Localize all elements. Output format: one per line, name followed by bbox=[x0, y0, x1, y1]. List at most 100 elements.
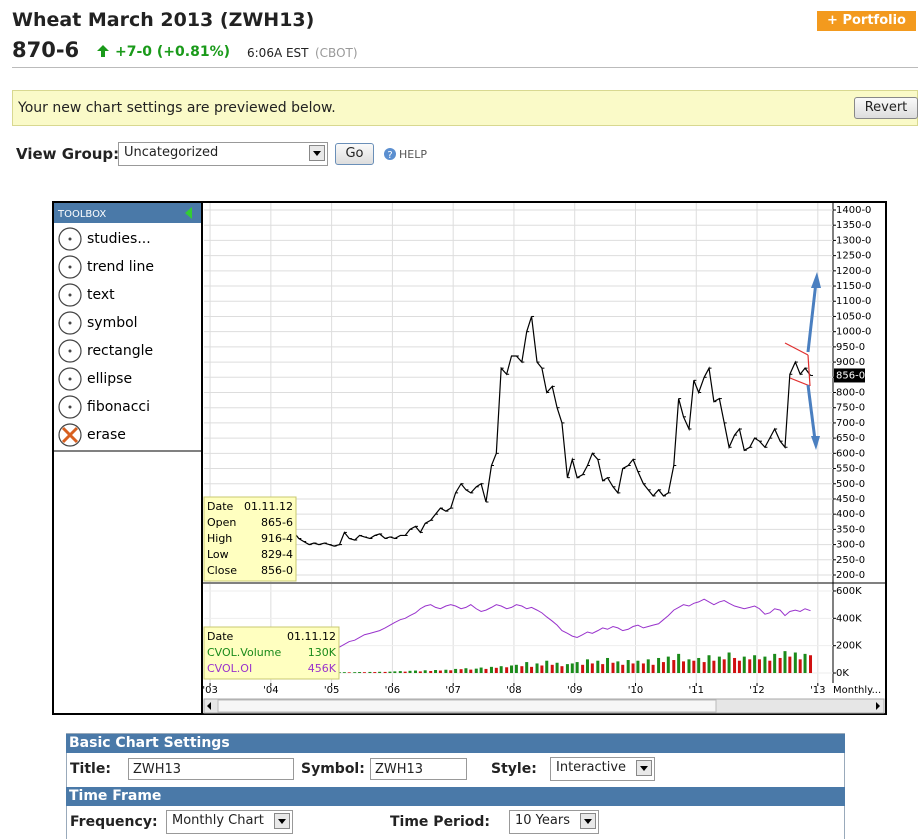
oi-line bbox=[333, 598, 811, 651]
volume-bar bbox=[474, 668, 478, 674]
x-tick-label: '09 bbox=[567, 685, 582, 696]
channel-line bbox=[784, 342, 809, 356]
view-group-select[interactable]: Uncategorized bbox=[118, 142, 328, 166]
tool-item[interactable]: symbol bbox=[87, 315, 138, 331]
volume-bar bbox=[479, 667, 483, 674]
title-input[interactable]: ZWH13 bbox=[128, 758, 294, 780]
y-tick-label: 250-0 bbox=[836, 555, 865, 566]
y-tick-label: 650-0 bbox=[836, 433, 865, 444]
chart: TOOLBOX studies... trend line text symbol re… bbox=[52, 201, 887, 715]
volume-bar bbox=[444, 669, 448, 674]
x-tick-label: '11 bbox=[689, 685, 704, 696]
select-arrow bbox=[309, 145, 325, 161]
volume-bar bbox=[681, 661, 685, 674]
volume-bar bbox=[413, 670, 417, 674]
volume-bar bbox=[687, 659, 691, 674]
scroll-thumb[interactable] bbox=[217, 699, 717, 713]
tooltip-value: 01.11.12 bbox=[244, 500, 293, 513]
portfolio-button[interactable]: + Portfolio bbox=[817, 11, 916, 31]
volume-bar bbox=[803, 653, 807, 674]
arrow bbox=[806, 384, 817, 441]
volume-bar bbox=[378, 671, 382, 674]
tool-item[interactable]: ellipse bbox=[87, 371, 132, 387]
arrow-head bbox=[811, 272, 821, 288]
volume-bar bbox=[596, 660, 600, 674]
toolbox: TOOLBOX studies... trend line text symbol re… bbox=[54, 203, 202, 452]
y-tick-label: 1300-0 bbox=[836, 235, 871, 246]
section-header: Time Frame bbox=[66, 787, 845, 806]
y-tick-label: 600K bbox=[836, 586, 862, 597]
notice-text: Your new chart settings are previewed be… bbox=[18, 100, 336, 116]
tool-item[interactable]: text bbox=[87, 287, 115, 303]
x-tick-label: '12 bbox=[749, 685, 764, 696]
field-label: Title: bbox=[70, 761, 111, 777]
frequency-select[interactable]: Monthly Chart bbox=[166, 810, 293, 834]
symbol-input[interactable]: ZWH13 bbox=[370, 758, 467, 780]
volume-bar bbox=[646, 659, 650, 674]
volume-bar bbox=[737, 660, 741, 674]
help-link[interactable]: HELP bbox=[399, 148, 427, 161]
tooltip-key: Date bbox=[207, 630, 234, 643]
tool-icon-x bbox=[61, 426, 79, 444]
volume-bar bbox=[423, 670, 427, 674]
volume-bar bbox=[611, 662, 615, 674]
scroll-right[interactable] bbox=[876, 702, 880, 710]
style-value: Interactive bbox=[556, 760, 627, 775]
volume-bar bbox=[621, 664, 625, 674]
y-tick-label: 300-0 bbox=[836, 540, 865, 551]
x-tick-label: '05 bbox=[324, 685, 339, 696]
volume-bar bbox=[510, 665, 514, 674]
tool-item[interactable]: rectangle bbox=[87, 343, 153, 359]
notice-bar bbox=[12, 90, 918, 126]
scrollbar[interactable] bbox=[203, 698, 885, 714]
price-change: +7-0 (+0.81%) bbox=[115, 44, 230, 60]
tooltip-key: Low bbox=[207, 548, 229, 561]
y-tick-label: 950-0 bbox=[836, 342, 865, 353]
tooltip-key: High bbox=[207, 532, 232, 545]
volume-bar bbox=[368, 671, 372, 674]
tooltip-value: 01.11.12 bbox=[287, 630, 336, 643]
scroll-left[interactable] bbox=[207, 702, 211, 710]
tooltip-key: Date bbox=[207, 500, 234, 513]
volume-bar bbox=[733, 657, 737, 674]
volume-bar bbox=[707, 655, 711, 674]
tool-item[interactable]: trend line bbox=[87, 259, 154, 275]
volume-bar bbox=[434, 670, 438, 674]
frequency-value: Monthly Chart bbox=[172, 813, 264, 828]
volume-bar bbox=[626, 660, 630, 674]
volume-bar bbox=[793, 652, 797, 674]
volume-bar bbox=[469, 669, 473, 674]
go-button[interactable]: Go bbox=[335, 143, 374, 165]
toolbox-collapse[interactable] bbox=[185, 207, 192, 219]
y-tick-label: 1150-0 bbox=[836, 281, 871, 292]
volume-bar bbox=[778, 657, 782, 674]
volume-bar bbox=[373, 672, 377, 674]
volume-bar bbox=[393, 671, 397, 674]
volume-bar bbox=[753, 655, 757, 674]
period-select[interactable]: 10 Years bbox=[509, 810, 599, 834]
help-icon[interactable]: ? bbox=[383, 147, 397, 161]
volume-bar bbox=[672, 660, 676, 674]
volume-bar bbox=[484, 668, 488, 674]
tool-icon-dot bbox=[68, 237, 72, 241]
view-group-label: View Group: bbox=[16, 145, 120, 163]
tool-item[interactable]: studies... bbox=[87, 231, 151, 247]
tooltip-key: Close bbox=[207, 564, 237, 577]
tool-item[interactable]: erase bbox=[87, 427, 126, 443]
volume-bar bbox=[489, 666, 493, 674]
x-tick-label: '06 bbox=[385, 685, 400, 696]
volume-bar bbox=[398, 671, 402, 674]
tool-item[interactable]: fibonacci bbox=[87, 399, 150, 415]
volume-bar bbox=[768, 660, 772, 674]
style-select[interactable]: Interactive bbox=[550, 757, 655, 781]
volume-bar bbox=[520, 666, 524, 674]
volume-bar bbox=[550, 664, 554, 674]
tool-icon-dot bbox=[68, 293, 72, 297]
x-tick-label: '13 bbox=[810, 685, 825, 696]
revert-button[interactable]: Revert bbox=[854, 97, 918, 119]
y-tick-label: 600-0 bbox=[836, 448, 865, 459]
volume-bar bbox=[338, 672, 342, 674]
volume-bar bbox=[727, 652, 731, 674]
divider bbox=[12, 67, 918, 68]
volume-bar bbox=[585, 659, 589, 674]
